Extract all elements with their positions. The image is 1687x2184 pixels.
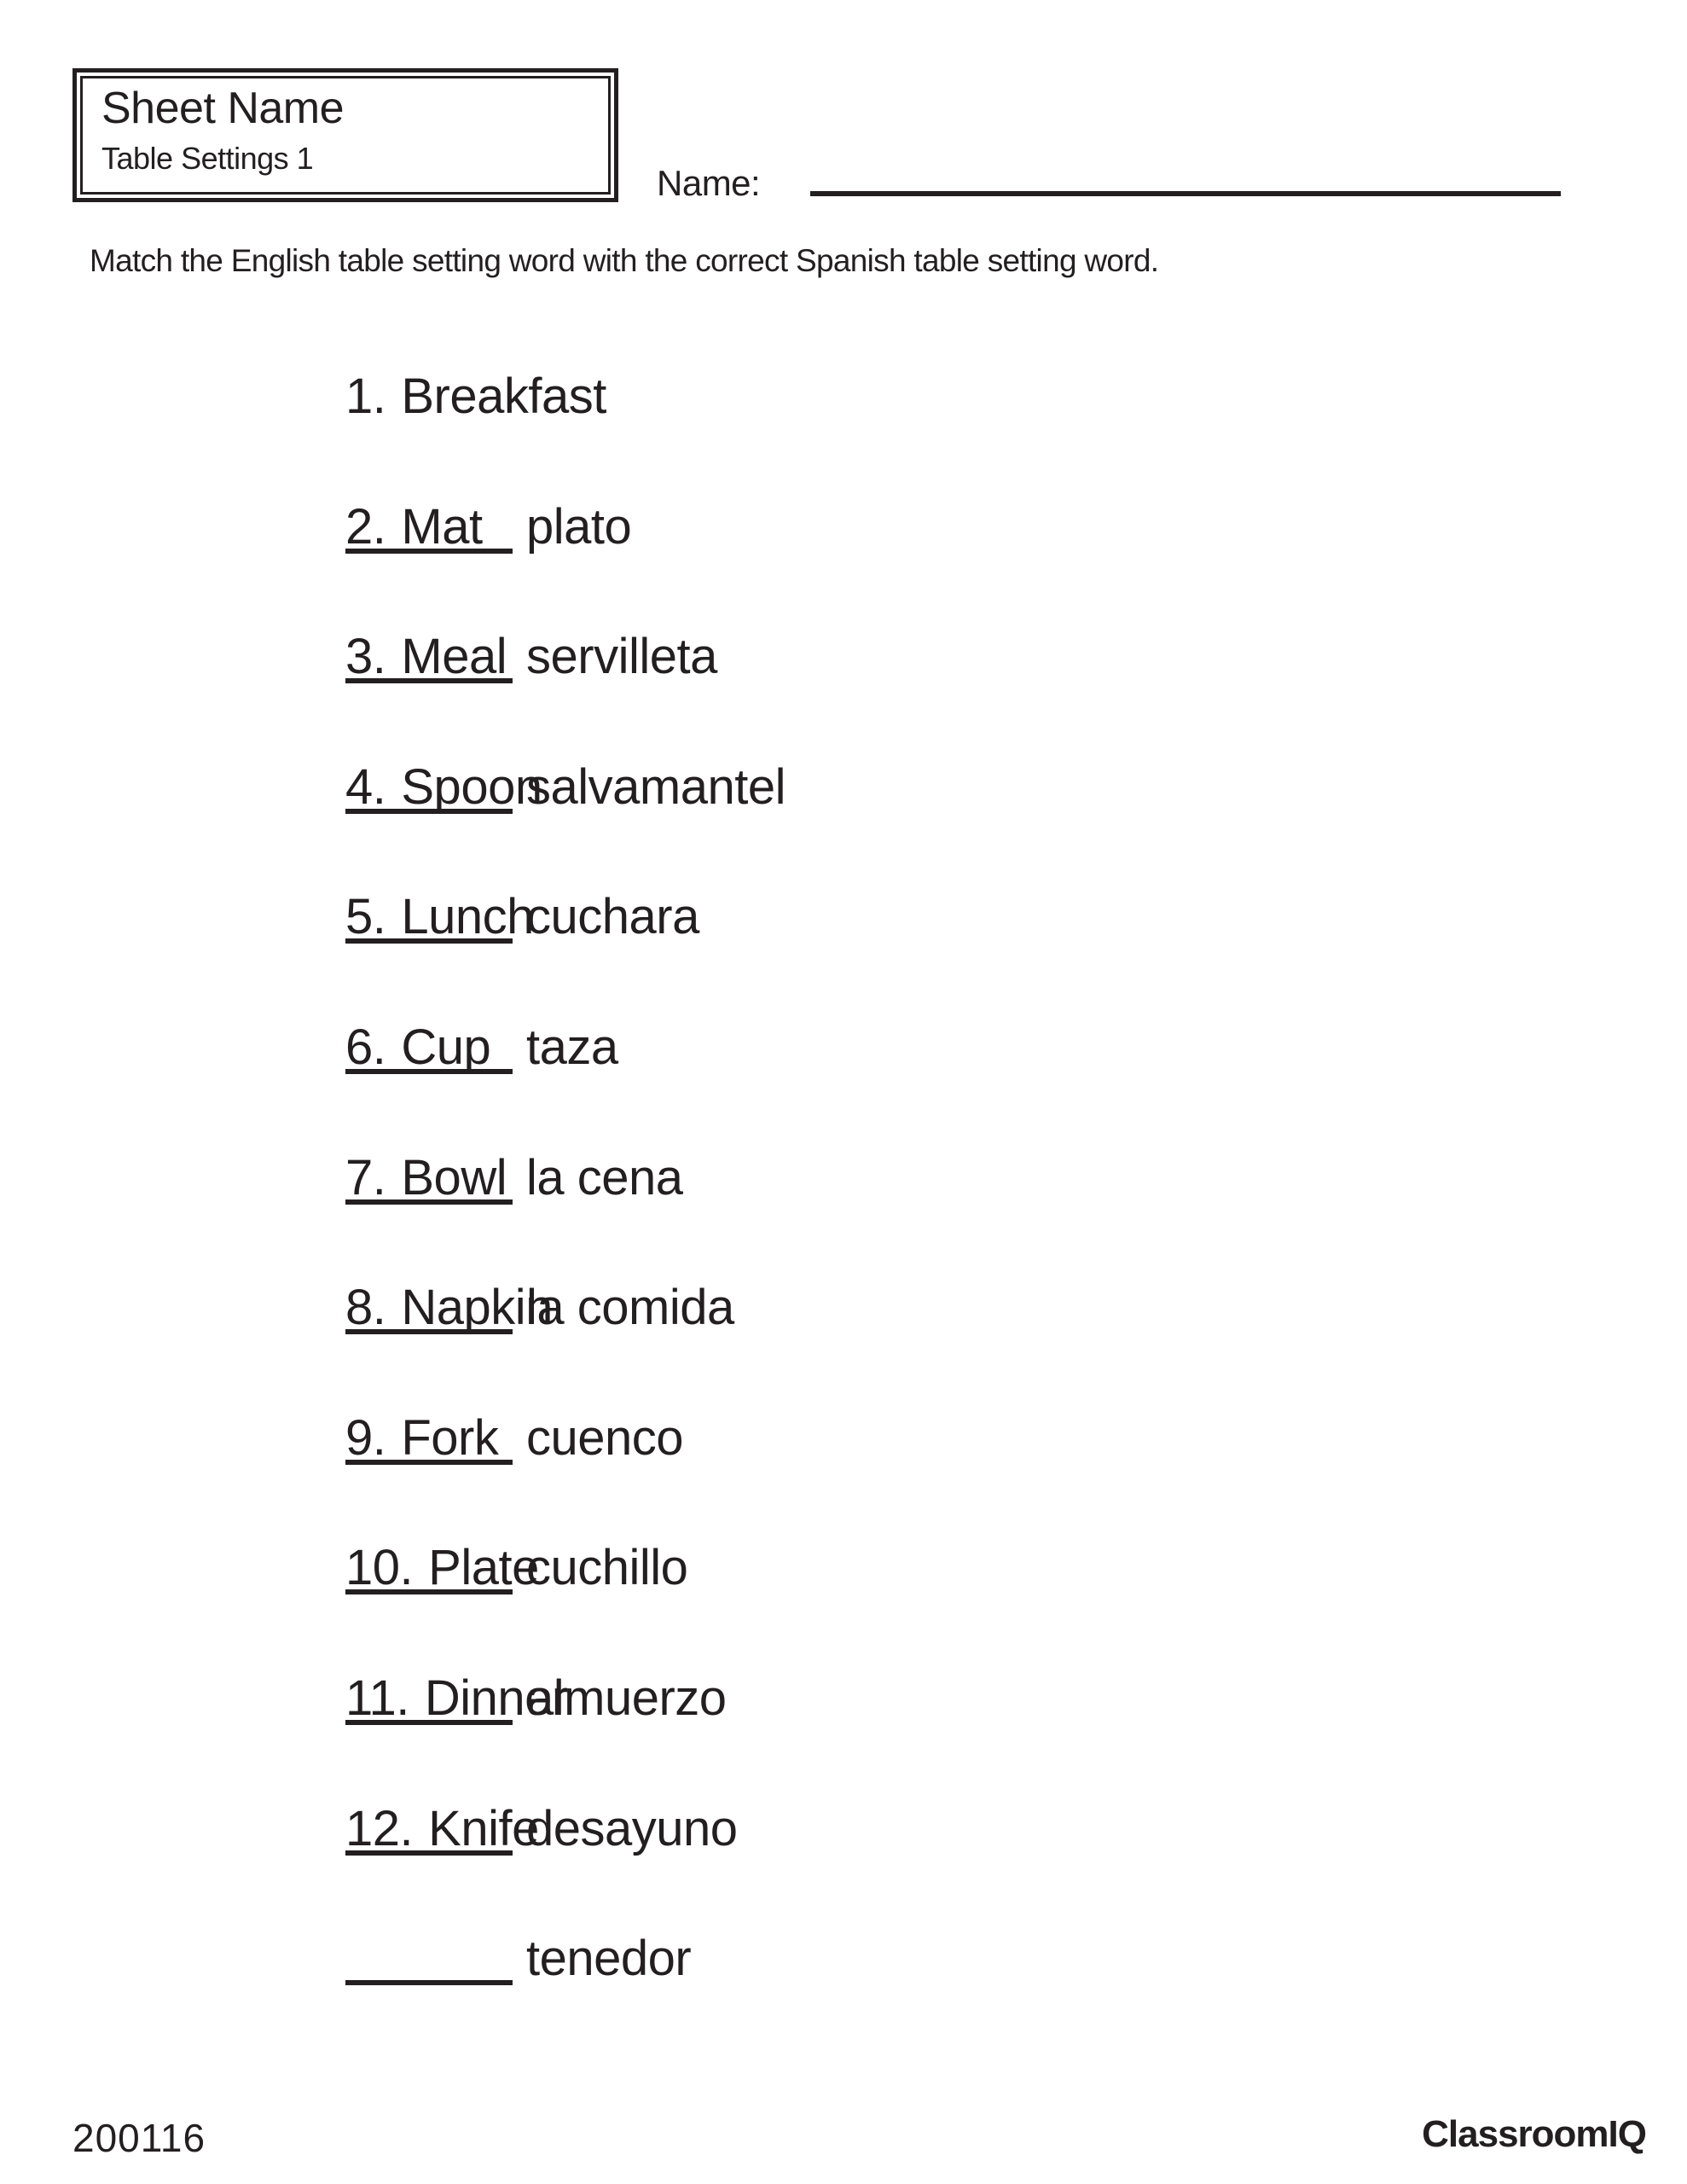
answer-blank[interactable]	[345, 1850, 513, 1856]
matching-row: 6. Cup la cena	[345, 983, 1676, 1205]
spanish-item: almuerzo	[345, 1634, 1676, 1764]
spanish-item: cuchara	[345, 852, 1676, 983]
english-item: 4. Spoon	[345, 723, 968, 853]
spanish-word: la comida	[526, 1280, 734, 1336]
english-item: 3. Meal	[345, 592, 968, 723]
matching-row: 11. Dinner desayuno	[345, 1634, 1676, 1856]
spanish-item: taza	[345, 983, 1676, 1113]
spanish-word: almuerzo	[526, 1670, 727, 1726]
matching-row: 5. Lunch taza	[345, 852, 1676, 1075]
item-number: 9.	[345, 1409, 386, 1466]
footer-code: 200116	[72, 2116, 206, 2160]
item-number: 5.	[345, 889, 386, 945]
matching-row: 7. Bowl la comida	[345, 1113, 1676, 1335]
matching-row: 12. Knife tenedor	[345, 1764, 1676, 1986]
english-word: Lunch	[401, 889, 534, 945]
spanish-item: salvamantel	[345, 723, 1676, 853]
matching-row: 3. Meal salvamantel	[345, 592, 1676, 815]
spanish-item: cuenco	[345, 1374, 1676, 1504]
english-item: 12. Knife	[345, 1764, 968, 1895]
answer-blank[interactable]	[345, 1980, 513, 1986]
item-number: 4.	[345, 758, 386, 815]
instructions-text: Match the English table setting word wit…	[90, 243, 1159, 278]
item-number: 1.	[345, 369, 386, 424]
matching-row: 1. Breakfast plato	[345, 332, 1676, 555]
english-item: 11. Dinner	[345, 1634, 968, 1764]
answer-blank[interactable]	[345, 548, 513, 554]
english-word: Breakfast	[401, 369, 606, 424]
name-input-line[interactable]	[810, 191, 1561, 196]
item-number: 8.	[345, 1280, 386, 1336]
spanish-word: plato	[526, 498, 632, 555]
spanish-word: desayuno	[526, 1800, 738, 1856]
answer-blank[interactable]	[345, 808, 513, 814]
english-word: Meal	[401, 629, 507, 685]
spanish-word: salvamantel	[526, 758, 786, 815]
english-item: 1. Breakfast	[345, 332, 968, 462]
answer-blank[interactable]	[345, 1719, 513, 1725]
english-item: 9. Fork	[345, 1374, 968, 1504]
spanish-word: cuchillo	[526, 1540, 688, 1596]
answer-blank[interactable]	[345, 1589, 513, 1595]
matching-row: 4. Spoon cuchara	[345, 723, 1676, 944]
answer-blank[interactable]	[345, 1068, 513, 1074]
name-label: Name:	[657, 163, 761, 203]
answer-blank[interactable]	[345, 938, 513, 944]
spanish-item: la cena	[345, 1113, 1676, 1244]
spanish-word: taza	[526, 1019, 618, 1075]
item-number: 6.	[345, 1019, 386, 1075]
english-item: 5. Lunch	[345, 852, 968, 983]
spanish-item: desayuno	[345, 1764, 1676, 1895]
english-word: Bowl	[401, 1149, 507, 1205]
english-item: 6. Cup	[345, 983, 968, 1113]
spanish-item: tenedor	[345, 1894, 1676, 2024]
sheet-name-label: Sheet Name	[101, 84, 345, 133]
item-number: 3.	[345, 629, 386, 685]
sheet-name-box: Sheet Name Table Settings 1	[72, 68, 618, 202]
matching-list: 1. Breakfast plato 2. Mat servilleta 3. Mea…	[345, 332, 1676, 1986]
english-word: Plate	[428, 1540, 539, 1596]
footer-brand-logo: ClassroomIQ	[1422, 2113, 1647, 2155]
spanish-word: tenedor	[526, 1931, 692, 1987]
english-item: 7. Bowl	[345, 1113, 968, 1244]
sheet-name-box-inner: Sheet Name Table Settings 1	[80, 76, 611, 195]
matching-row: 9. Fork cuchillo	[345, 1374, 1676, 1595]
item-number: 2.	[345, 498, 386, 555]
spanish-word: la cena	[526, 1149, 683, 1205]
english-word: Spoon	[401, 758, 542, 815]
english-word: Fork	[401, 1409, 499, 1466]
matching-row: 8. Napkin cuenco	[345, 1243, 1676, 1466]
spanish-item: cuchillo	[345, 1503, 1676, 1634]
spanish-item: la comida	[345, 1243, 1676, 1374]
answer-blank[interactable]	[345, 1459, 513, 1465]
item-number: 12.	[345, 1800, 414, 1856]
spanish-word: cuchara	[526, 889, 699, 945]
item-number: 10.	[345, 1540, 414, 1596]
item-number: 11.	[345, 1670, 409, 1726]
matching-row: 2. Mat servilleta	[345, 462, 1676, 684]
sheet-title: Table Settings 1	[101, 141, 314, 177]
english-item: 2. Mat	[345, 462, 968, 593]
answer-blank[interactable]	[345, 1329, 513, 1335]
spanish-word: cuenco	[526, 1409, 684, 1466]
english-word: Knife	[428, 1800, 539, 1856]
english-item: 8. Napkin	[345, 1243, 968, 1374]
english-word: Cup	[401, 1019, 491, 1075]
spanish-item: servilleta	[345, 592, 1676, 723]
answer-blank[interactable]	[345, 678, 513, 684]
english-word: Napkin	[401, 1280, 553, 1336]
spanish-item: plato	[345, 462, 1676, 593]
matching-row: 10. Plate almuerzo	[345, 1503, 1676, 1726]
answer-blank[interactable]	[345, 1199, 513, 1205]
item-number: 7.	[345, 1149, 386, 1205]
english-word: Dinner	[424, 1670, 568, 1726]
spanish-word: servilleta	[526, 629, 717, 685]
english-item: 10. Plate	[345, 1503, 968, 1634]
english-word: Mat	[401, 498, 483, 555]
